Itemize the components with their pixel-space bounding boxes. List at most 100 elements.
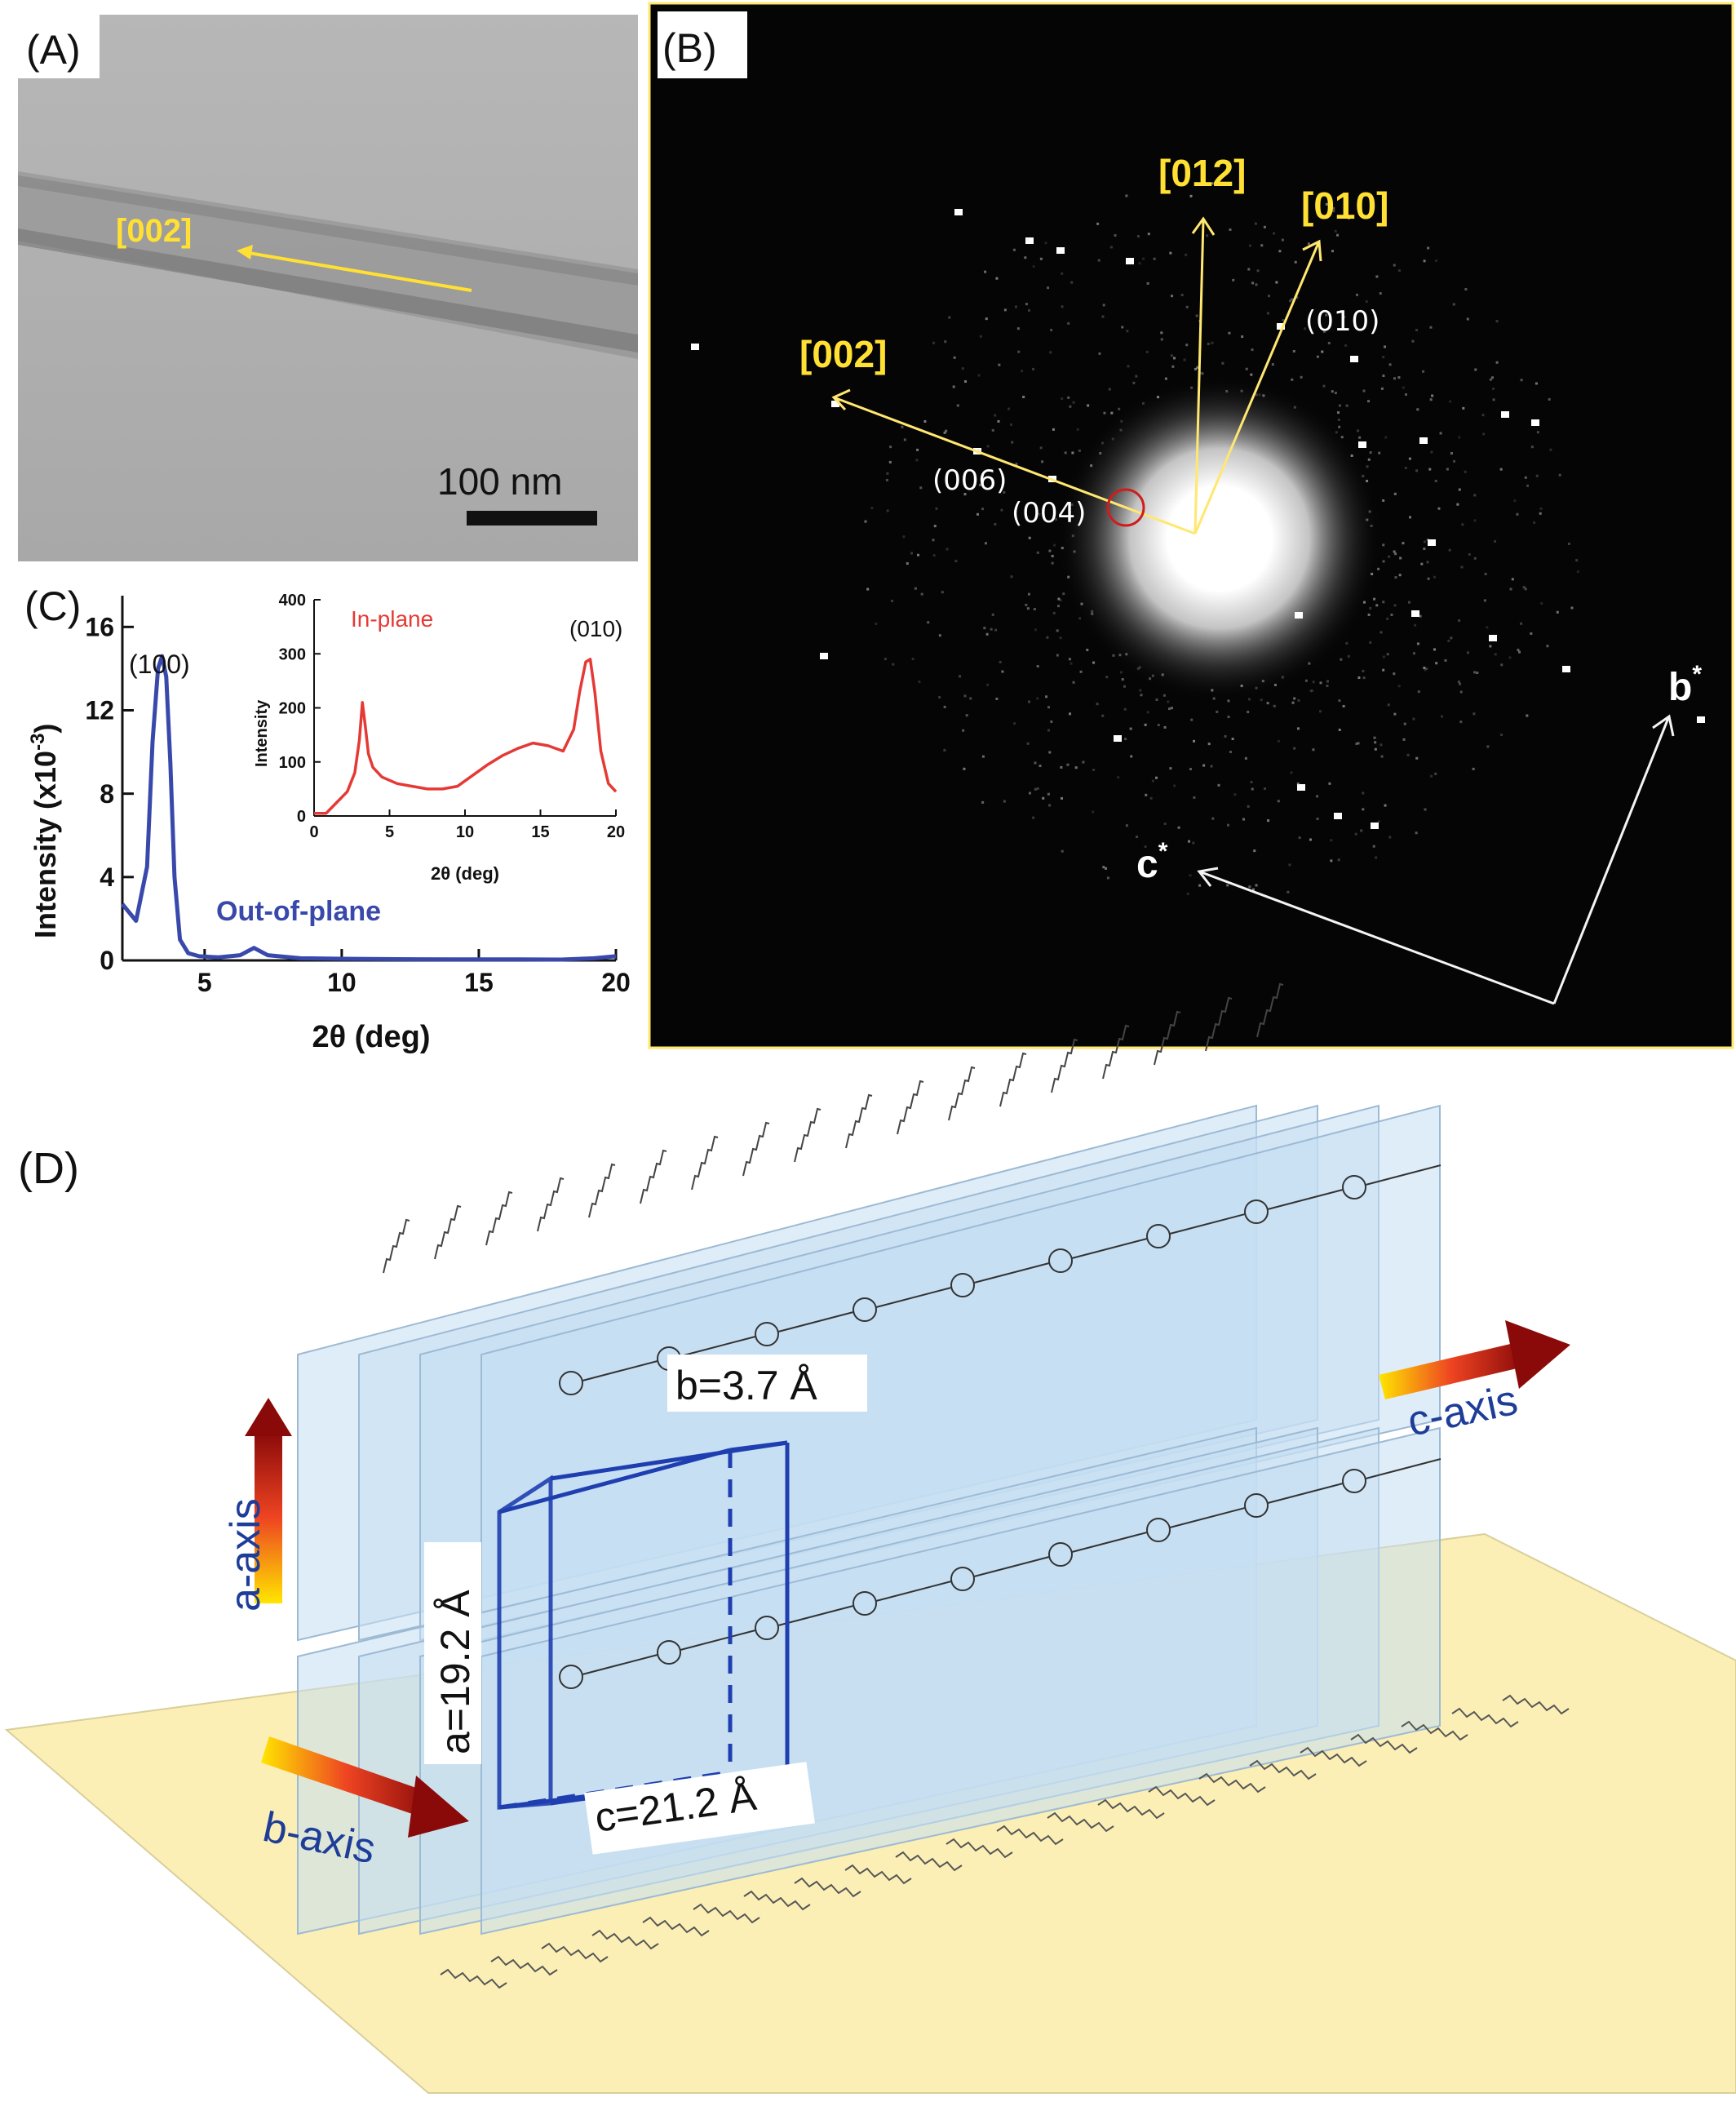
speckle xyxy=(1366,518,1369,521)
speckle xyxy=(1072,681,1075,684)
bottom-chain xyxy=(1249,1759,1317,1780)
axis-b-star xyxy=(1552,717,1670,1004)
speckle xyxy=(985,317,988,321)
speckle xyxy=(1372,845,1375,848)
speckle xyxy=(910,552,913,555)
speckle xyxy=(1414,623,1417,627)
speckle xyxy=(1295,295,1299,299)
speckle xyxy=(1492,387,1495,390)
speckle xyxy=(1330,859,1333,862)
speckle xyxy=(943,748,946,752)
speckle xyxy=(1015,463,1018,466)
speckle xyxy=(1170,354,1173,357)
diffraction-spot xyxy=(1562,666,1570,672)
speckle xyxy=(999,660,1002,663)
backbone-bond xyxy=(582,1654,658,1675)
speckle xyxy=(1369,641,1372,644)
speckle xyxy=(1145,350,1149,353)
speckle xyxy=(1233,793,1237,796)
speckle xyxy=(1211,341,1214,344)
speckle xyxy=(1017,350,1021,353)
speckle xyxy=(1189,194,1193,197)
speckle xyxy=(1423,540,1426,543)
speckle xyxy=(1061,305,1064,308)
speckle xyxy=(1375,275,1379,278)
speckle xyxy=(1427,246,1430,250)
speckle xyxy=(1229,751,1232,754)
speckle xyxy=(1500,663,1504,667)
speckle xyxy=(1117,776,1120,779)
speckle xyxy=(1417,690,1420,694)
speckle xyxy=(1057,605,1061,608)
speckle xyxy=(1360,829,1363,832)
x-tick-label: 0 xyxy=(309,823,318,841)
speckle xyxy=(1130,755,1133,758)
speckle xyxy=(933,525,937,528)
speckle xyxy=(1051,561,1054,565)
speckle xyxy=(1052,428,1055,431)
speckle xyxy=(1338,404,1341,407)
speckle xyxy=(1247,805,1250,808)
speckle xyxy=(1549,448,1552,451)
panel-b-label: (B) xyxy=(662,25,717,71)
speckle xyxy=(1221,361,1224,365)
speckle xyxy=(1460,565,1464,569)
speckle xyxy=(1338,728,1341,731)
speckle xyxy=(1147,233,1150,236)
speckle xyxy=(1121,678,1124,681)
speckle xyxy=(1225,389,1229,392)
speckle xyxy=(1139,689,1142,692)
speckle xyxy=(1373,736,1376,739)
speckle xyxy=(1171,295,1174,298)
speckle xyxy=(1345,641,1348,645)
speckle xyxy=(1055,517,1058,521)
diffraction-spot xyxy=(1056,247,1065,254)
speckle xyxy=(1271,363,1274,366)
speckle xyxy=(1036,665,1039,668)
speckle xyxy=(1167,700,1170,703)
speckle xyxy=(1240,389,1243,392)
speckle xyxy=(1195,314,1198,317)
speckle xyxy=(1251,282,1255,285)
speckle xyxy=(1135,375,1138,378)
speckle xyxy=(1368,510,1371,513)
speckle xyxy=(1061,796,1064,800)
speckle xyxy=(1403,722,1406,725)
speckle xyxy=(1028,700,1031,703)
speckle xyxy=(1247,698,1251,701)
bottom-chain xyxy=(693,1903,760,1924)
speckle xyxy=(1452,303,1455,306)
speckle xyxy=(1278,250,1282,253)
speckle xyxy=(1290,771,1293,774)
speckle xyxy=(1412,652,1415,655)
speckle xyxy=(886,509,889,512)
arrow-010 xyxy=(1194,242,1320,534)
speckle xyxy=(1114,233,1117,237)
speckle xyxy=(1101,441,1105,445)
speckle xyxy=(1039,446,1043,450)
speckle xyxy=(1354,832,1357,836)
speckle xyxy=(1362,601,1366,604)
speckle xyxy=(1386,653,1389,656)
panel-b: (B) [012] [010] [002] (010) (006) (004) … xyxy=(648,2,1734,1049)
speckle xyxy=(1325,313,1328,317)
thiophene-ring xyxy=(559,1371,583,1395)
speckle xyxy=(1144,723,1147,726)
speckle xyxy=(1226,884,1229,887)
speckle xyxy=(1430,774,1433,778)
speckle xyxy=(1127,365,1130,368)
diffraction-spot xyxy=(1334,813,1342,819)
speckle xyxy=(1173,784,1176,787)
speckle xyxy=(1028,536,1031,539)
speckle xyxy=(1071,451,1074,455)
speckle xyxy=(1308,662,1311,665)
speckle xyxy=(914,587,917,590)
speckle xyxy=(1240,685,1243,688)
top-chain xyxy=(794,1107,822,1163)
speckle xyxy=(1459,682,1462,685)
speckle xyxy=(1576,570,1579,574)
diffraction-spot xyxy=(1501,411,1509,418)
speckle xyxy=(1457,681,1460,684)
speckle xyxy=(1036,697,1039,700)
speckle xyxy=(1390,613,1393,616)
